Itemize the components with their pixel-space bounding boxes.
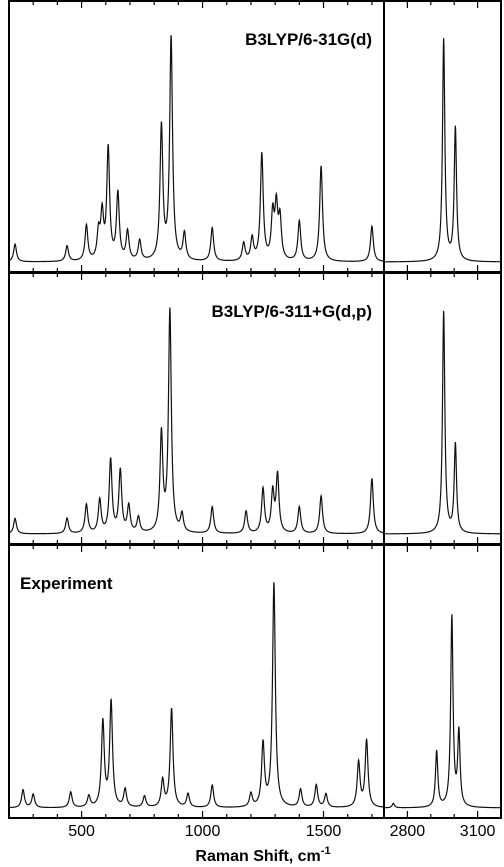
x-axis-title-superscript: -1: [321, 845, 331, 857]
x-axis: 500 1000 1500 2800 3100: [68, 823, 495, 840]
spectrum-line-high: [383, 614, 502, 809]
x-tick-label: 500: [68, 823, 95, 840]
x-tick-label: 1500: [306, 823, 342, 840]
panel-1: B3LYP/6-31G(d): [8, 0, 502, 273]
x-tick-label: 3100: [460, 823, 496, 840]
spectrum-line-low: [8, 35, 385, 263]
spectrum-line-low: [8, 582, 385, 809]
panel-3: Experiment: [8, 544, 502, 819]
panel-frame: [8, 544, 502, 819]
panel-label: B3LYP/6-31G(d): [245, 30, 372, 49]
spectrum-line-low: [8, 307, 385, 535]
panel-label: Experiment: [20, 574, 113, 593]
spectrum-panels: B3LYP/6-31G(d) B3LYP/6-311+G(d,p) Experime…: [8, 0, 502, 819]
spectrum-line-high: [384, 310, 502, 535]
spectrum-line-high: [384, 38, 501, 263]
x-axis-title-text: Raman Shift, cm: [195, 848, 320, 865]
panel-2: B3LYP/6-311+G(d,p): [8, 272, 502, 545]
panel-label: B3LYP/6-311+G(d,p): [212, 302, 372, 321]
x-tick-label: 2800: [390, 823, 426, 840]
x-tick-label: 1000: [185, 823, 221, 840]
x-axis-title: Raman Shift, cm-1: [195, 845, 330, 865]
